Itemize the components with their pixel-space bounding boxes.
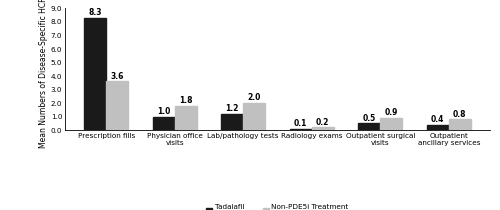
Text: 2.0: 2.0 [248, 93, 261, 102]
Bar [222, 114, 243, 130]
Bar [290, 129, 312, 130]
Y-axis label: Mean Numbers of Disease-Specific HCRU: Mean Numbers of Disease-Specific HCRU [39, 0, 48, 148]
Bar [358, 123, 380, 130]
Text: 0.5: 0.5 [362, 114, 376, 123]
Text: 0.9: 0.9 [384, 108, 398, 117]
Text: 0.8: 0.8 [453, 110, 466, 119]
Text: 0.2: 0.2 [316, 118, 330, 127]
Text: 0.4: 0.4 [431, 115, 444, 124]
Bar [312, 127, 334, 130]
Text: 0.1: 0.1 [294, 119, 308, 128]
Bar [153, 117, 174, 130]
Legend: Tadalafil
N=11,351, Non-PDE5i Treatment
N=48,722: Tadalafil N=11,351, Non-PDE5i Treatment … [206, 205, 348, 210]
Bar [243, 103, 265, 130]
Bar [380, 118, 402, 130]
Bar [174, 106, 197, 130]
Bar [427, 125, 449, 130]
Text: 3.6: 3.6 [110, 72, 124, 81]
Bar [84, 18, 106, 130]
Bar [449, 119, 470, 130]
Text: 1.0: 1.0 [157, 107, 170, 116]
Text: 1.2: 1.2 [226, 104, 239, 113]
Bar [106, 81, 128, 130]
Text: 1.8: 1.8 [179, 96, 192, 105]
Text: 8.3: 8.3 [88, 8, 102, 17]
